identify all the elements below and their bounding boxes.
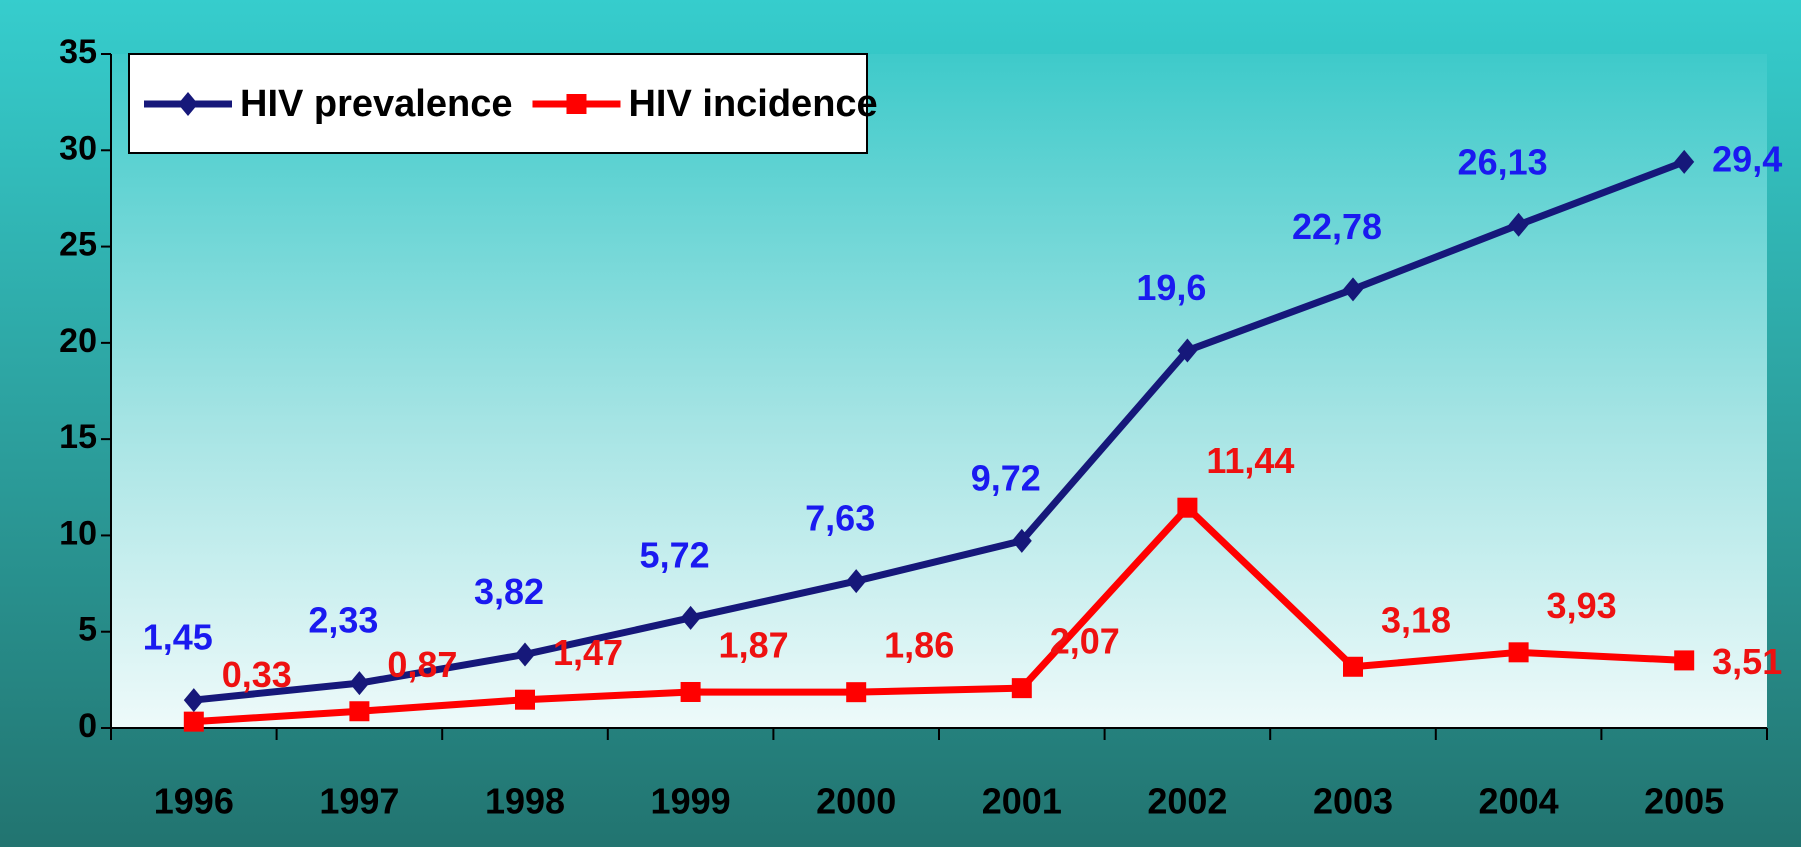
marker [1011,678,1032,699]
marker [1674,149,1695,174]
y-tick-label: 5 [78,611,97,649]
data-label: 29,4 [1712,138,1782,179]
y-tick-label: 20 [59,322,97,360]
legend: HIV prevalence HIV incidence [128,53,878,154]
legend-label: HIV prevalence [240,83,512,125]
marker [680,681,701,702]
y-tick-label: 10 [59,514,97,552]
line [193,504,1685,726]
y-tick-label: 15 [59,418,97,456]
data-label: 0,87 [387,644,457,685]
data-label: 3,82 [474,571,544,612]
data-label: 0,33 [222,654,292,695]
data-label: 11,44 [1206,440,1294,481]
marker [566,94,587,114]
line [193,158,1686,704]
x-tick-label: 2004 [1479,781,1559,822]
legend-box [128,53,868,154]
data-label: 3,18 [1381,599,1451,640]
data-label: 9,72 [971,457,1041,498]
marker [1343,656,1363,677]
x-tick-label: 1999 [651,781,731,822]
data-label: 2,33 [308,600,378,641]
y-tick-label: 0 [78,707,97,745]
marker [183,688,204,713]
data-label: 5,72 [640,534,710,575]
marker [846,682,867,703]
x-tick-label: 2000 [816,781,896,822]
plot-area [111,54,1767,728]
data-label: 26,13 [1458,141,1548,182]
data-label: 1,87 [719,625,789,666]
data-label: 19,6 [1136,267,1206,308]
marker [1508,212,1529,237]
x-tick-label: 2002 [1147,781,1227,822]
data-label: 1,45 [143,617,213,658]
data-label: 1,47 [553,632,623,673]
x-tick-label: 2001 [982,781,1062,822]
marker [515,642,535,667]
x-tick-label: 1997 [319,781,399,822]
y-tick-label: 30 [59,129,97,167]
data-label: 7,63 [805,498,875,539]
marker [178,92,198,116]
data-label: 3,51 [1712,641,1782,682]
marker [1343,277,1363,302]
marker [349,701,370,722]
marker [846,569,867,594]
marker [680,605,701,630]
marker [515,689,535,710]
x-tick-label: 2005 [1644,781,1724,822]
marker [1674,650,1695,671]
x-tick-label: 1998 [485,781,565,822]
x-tick-label: 2003 [1313,781,1393,822]
marker [349,671,370,696]
marker [1011,528,1032,553]
x-tick-label: 1996 [154,781,234,822]
y-tick-label: 35 [59,33,97,71]
marker [183,711,204,732]
marker [1508,642,1529,663]
data-label: 3,93 [1547,585,1617,626]
data-label: 22,78 [1292,206,1382,247]
data-label: 2,07 [1050,621,1120,662]
marker [1177,497,1198,518]
data-label: 1,86 [884,625,954,666]
marker [1177,338,1198,363]
y-tick-label: 25 [59,226,97,264]
legend-label: HIV incidence [628,83,877,125]
